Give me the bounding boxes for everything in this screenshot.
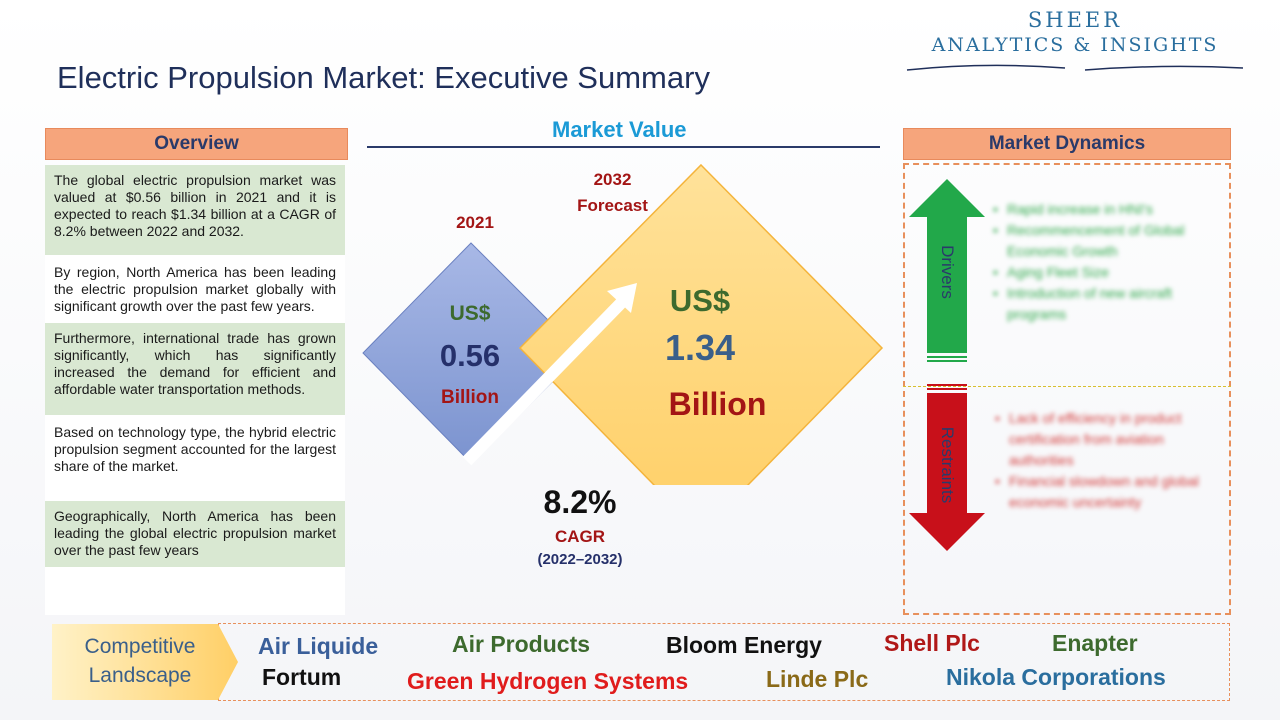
market-value-rule (367, 146, 880, 148)
market-value-title: Market Value (552, 117, 687, 142)
logo-line2: ANALYTICS & INSIGHTS (931, 34, 1219, 56)
page-title: Electric Propulsion Market: Executive Su… (57, 60, 710, 95)
unit-2032: Billion (668, 386, 767, 422)
big-diamond (518, 163, 884, 485)
drivers-label: Drivers (938, 245, 957, 299)
growth-arrow-icon (462, 283, 637, 466)
logo-line1: SHEER (1027, 8, 1123, 32)
dynamics-divider (903, 386, 1231, 387)
overview-list: The global electric propulsion market wa… (45, 165, 345, 615)
company-name: Bloom Energy (666, 632, 822, 658)
dynamics-panel (903, 163, 1231, 615)
currency-2032: US$ (669, 283, 731, 318)
logo-swoosh-icon (906, 64, 1244, 71)
driver-item: Recommencement of Global Economic Growth (993, 220, 1208, 262)
year-2021-label: 2021 (456, 213, 494, 232)
dynamics-header: Market Dynamics (903, 128, 1231, 160)
restraints-list: Lack of efficiency in product certificat… (995, 408, 1215, 513)
drivers-list: Rapid increase in HNI's Recommencement o… (993, 199, 1208, 325)
market-value-diagram (362, 163, 884, 485)
driver-item: Introduction of new aircraft programs (993, 283, 1208, 325)
company-name: Green Hydrogen Systems (407, 668, 689, 694)
cagr-period: (2022–2032) (537, 551, 623, 568)
restraint-item: Financial slowdown and global economic u… (995, 471, 1215, 513)
overview-item: Based on technology type, the hybrid ele… (45, 417, 345, 501)
competitive-label-shape (52, 624, 238, 700)
forecast-label: Forecast (577, 196, 648, 215)
competitive-label-line1: Competitive (84, 635, 196, 658)
company-name: Air Products (452, 631, 591, 657)
value-2032: 1.34 (664, 327, 736, 368)
driver-item: Aging Fleet Size (993, 262, 1208, 283)
restraint-item: Lack of efficiency in product certificat… (995, 408, 1215, 471)
restraints-label: Restraints (938, 426, 957, 504)
drivers-arrow-icon (909, 179, 985, 362)
company-name: Linde Plc (766, 666, 869, 692)
restraints-arrow-icon (909, 384, 985, 551)
cagr-value: 8.2% (543, 484, 617, 520)
overview-item: The global electric propulsion market wa… (45, 165, 345, 257)
overview-header: Overview (45, 128, 348, 160)
company-name: Air Liquide (258, 633, 379, 659)
overview-item-empty (45, 569, 345, 615)
driver-item: Rapid increase in HNI's (993, 199, 1208, 220)
brand-logo: SHEER ANALYTICS & INSIGHTS (905, 8, 1245, 78)
year-2032-label: 2032 (593, 170, 632, 189)
unit-2021: Billion (440, 387, 500, 408)
cagr-label: CAGR (554, 527, 606, 546)
company-name: Nikola Corporations (946, 664, 1166, 690)
company-name: Enapter (1052, 630, 1138, 656)
value-2021: 0.56 (439, 338, 501, 373)
overview-item: Geographically, North America has been l… (45, 501, 345, 569)
company-name: Fortum (262, 664, 342, 690)
competitive-label: Competitive Landscape (55, 632, 225, 690)
competitive-label-line2: Landscape (88, 664, 192, 687)
overview-item: Furthermore, international trade has gro… (45, 323, 345, 417)
currency-2021: US$ (449, 302, 491, 325)
overview-item: By region, North America has been leadin… (45, 257, 345, 323)
dynamics-arrows (909, 179, 985, 551)
company-name: Shell Plc (884, 630, 980, 656)
